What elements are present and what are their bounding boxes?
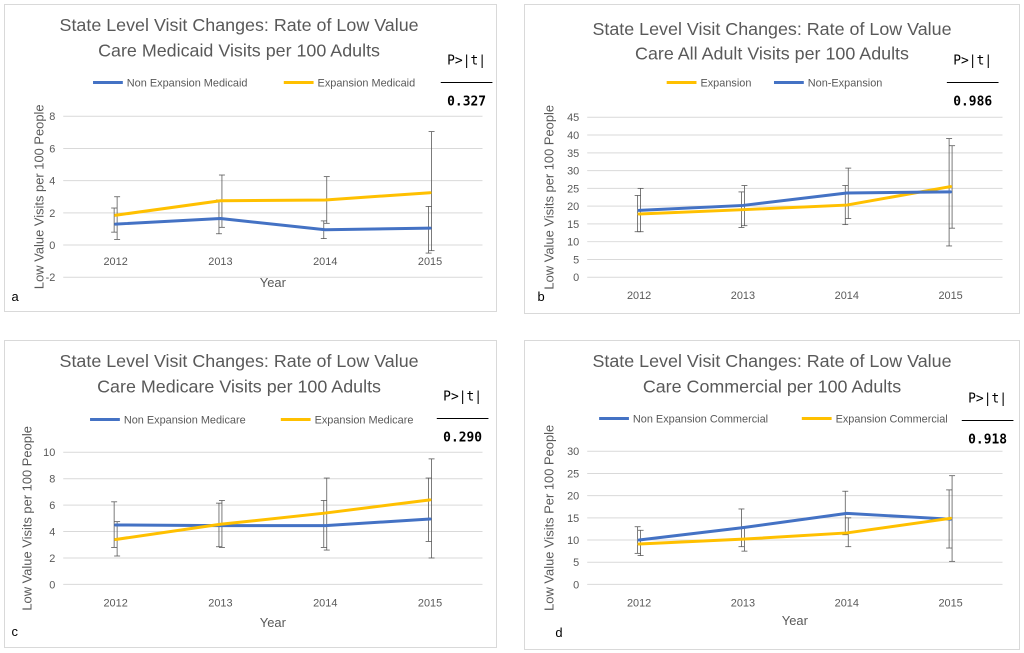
y-tick-label: 25: [567, 468, 579, 480]
x-tick-label: 2012: [627, 290, 651, 302]
x-tick-label: 2012: [103, 256, 127, 268]
x-tick-label: 2015: [418, 597, 442, 609]
chart-title-line: State Level Visit Changes: Rate of Low V…: [592, 19, 951, 39]
y-tick-label: 10: [567, 535, 579, 547]
y-tick-label: 8: [49, 111, 55, 123]
y-tick-label: 6: [49, 143, 55, 155]
p-value: 0.986: [953, 94, 992, 109]
y-tick-label: 40: [567, 130, 579, 142]
chart-panel-b: State Level Visit Changes: Rate of Low V…: [524, 4, 1020, 314]
chart-a-svg: State Level Visit Changes: Rate of Low V…: [12, 15, 493, 304]
chart-c-svg: State Level Visit Changes: Rate of Low V…: [12, 351, 489, 639]
p-value-header: P>|t|: [968, 392, 1007, 407]
y-tick-label: 6: [49, 500, 55, 512]
p-value-header: P>|t|: [443, 390, 482, 405]
y-tick-label: -2: [46, 272, 56, 284]
series-line-blue: [114, 216, 432, 232]
x-tick-label: 2013: [208, 256, 232, 268]
x-tick-label: 2012: [103, 597, 127, 609]
chart-title-line: State Level Visit Changes: Rate of Low V…: [60, 15, 419, 35]
y-tick-label: 30: [567, 446, 579, 458]
y-tick-label: 4: [49, 176, 55, 188]
y-axis-label: Low Value Visits per 100 People: [19, 426, 34, 611]
series-line-gold: [637, 516, 953, 546]
x-tick-label: 2013: [731, 597, 755, 609]
legend-label: Non Expansion Commercial: [633, 413, 768, 425]
legend-label: Non Expansion Medicaid: [127, 77, 248, 89]
chart-title-line: Care Medicaid Visits per 100 Adults: [98, 41, 380, 61]
series-line-gold: [114, 191, 432, 217]
y-tick-label: 15: [567, 513, 579, 525]
chart-b-svg: State Level Visit Changes: Rate of Low V…: [538, 19, 1003, 304]
p-value: 0.327: [447, 94, 486, 109]
series-line-blue: [114, 517, 432, 528]
chart-title-line: Care Commercial per 100 Adults: [643, 377, 901, 397]
y-tick-label: 4: [49, 527, 55, 539]
y-tick-label: 8: [49, 474, 55, 486]
p-value: 0.290: [443, 430, 482, 445]
y-tick-label: 2: [49, 553, 55, 565]
panel-label: b: [538, 289, 545, 304]
p-value-header: P>|t|: [953, 54, 992, 69]
legend-label: Non-Expansion: [808, 77, 883, 89]
panel-label: d: [555, 625, 562, 640]
y-tick-label: 20: [567, 491, 579, 503]
chart-panel-c: State Level Visit Changes: Rate of Low V…: [4, 340, 497, 648]
y-tick-label: 10: [43, 447, 55, 459]
x-tick-label: 2012: [627, 597, 651, 609]
y-tick-label: 35: [567, 148, 579, 160]
y-tick-label: 15: [567, 219, 579, 231]
chart-title-line: State Level Visit Changes: Rate of Low V…: [592, 351, 951, 371]
legend-label: Expansion Medicaid: [318, 77, 416, 89]
y-tick-label: 0: [49, 579, 55, 591]
x-tick-label: 2013: [731, 290, 755, 302]
series-line-blue: [637, 190, 953, 212]
y-tick-label: 30: [567, 166, 579, 178]
x-tick-label: 2014: [835, 290, 859, 302]
x-tick-label: 2014: [835, 597, 859, 609]
legend-label: Expansion: [700, 77, 751, 89]
panel-label: c: [12, 624, 19, 639]
chart-d-svg: State Level Visit Changes: Rate of Low V…: [541, 351, 1014, 640]
y-tick-label: 5: [573, 557, 579, 569]
x-tick-label: 2014: [313, 597, 337, 609]
y-tick-label: 25: [567, 183, 579, 195]
legend-label: Expansion Medicare: [315, 414, 414, 426]
chart-title-line: State Level Visit Changes: Rate of Low V…: [60, 351, 419, 371]
x-axis-label: Year: [260, 615, 287, 630]
p-value: 0.918: [968, 432, 1007, 447]
y-tick-label: 2: [49, 208, 55, 220]
x-tick-label: 2015: [938, 290, 962, 302]
series-line-gold: [637, 185, 953, 216]
panel-label: a: [12, 289, 20, 304]
y-tick-label: 0: [49, 240, 55, 252]
series-line-gold: [114, 498, 432, 541]
legend-label: Non Expansion Medicare: [124, 414, 246, 426]
y-tick-label: 10: [567, 237, 579, 249]
x-tick-label: 2014: [313, 256, 337, 268]
x-tick-label: 2013: [208, 597, 232, 609]
x-tick-label: 2015: [938, 597, 962, 609]
y-tick-label: 45: [567, 112, 579, 124]
x-axis-label: Year: [782, 613, 809, 628]
y-axis-label: Low Value Visits per 100 People: [31, 104, 46, 289]
y-axis-label: Low Value Visits Per 100 People: [541, 425, 556, 611]
y-tick-label: 20: [567, 201, 579, 213]
series-line-blue: [637, 511, 953, 542]
y-axis-label: Low Value Visits per 100 People: [541, 105, 556, 290]
x-axis-label: Year: [260, 275, 287, 290]
chart-title-line: Care Medicare Visits per 100 Adults: [97, 377, 381, 397]
y-tick-label: 0: [573, 272, 579, 284]
legend-label: Expansion Commercial: [836, 413, 948, 425]
chart-panel-d: State Level Visit Changes: Rate of Low V…: [524, 340, 1020, 650]
chart-title-line: Care All Adult Visits per 100 Adults: [635, 44, 909, 64]
x-tick-label: 2015: [418, 256, 442, 268]
chart-panel-a: State Level Visit Changes: Rate of Low V…: [4, 4, 497, 312]
y-tick-label: 0: [573, 579, 579, 591]
p-value-header: P>|t|: [447, 54, 486, 69]
y-tick-label: 5: [573, 254, 579, 266]
